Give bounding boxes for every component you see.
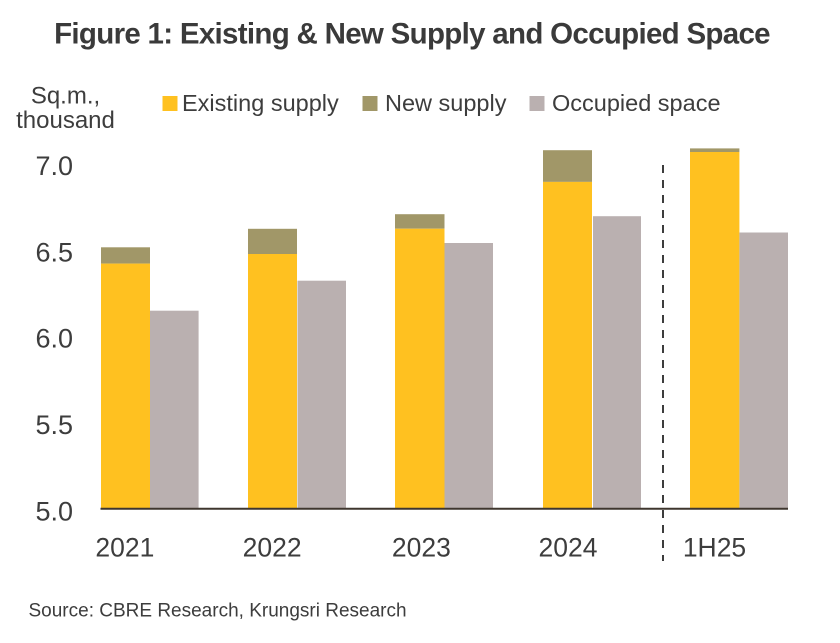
- svg-text:Sq.m.,: Sq.m.,: [31, 82, 100, 109]
- svg-text:2024: 2024: [539, 532, 598, 562]
- svg-text:2021: 2021: [95, 532, 154, 562]
- svg-text:Figure 1: Existing & New Suppl: Figure 1: Existing & New Supply and Occu…: [54, 18, 770, 51]
- svg-text:New supply: New supply: [385, 90, 507, 116]
- svg-text:1H25: 1H25: [683, 532, 746, 562]
- svg-text:Existing supply: Existing supply: [182, 90, 339, 116]
- svg-text:6.5: 6.5: [35, 237, 73, 267]
- svg-text:thousand: thousand: [16, 107, 115, 134]
- svg-text:6.0: 6.0: [35, 324, 73, 354]
- svg-text:7.0: 7.0: [35, 151, 73, 181]
- svg-text:2023: 2023: [392, 532, 451, 562]
- svg-text:2022: 2022: [243, 532, 302, 562]
- svg-text:5.0: 5.0: [35, 497, 73, 527]
- svg-text:Occupied space: Occupied space: [552, 90, 721, 116]
- svg-text:5.5: 5.5: [35, 410, 73, 440]
- svg-text:Source: CBRE Research, Krungsr: Source: CBRE Research, Krungsri Research: [29, 601, 407, 622]
